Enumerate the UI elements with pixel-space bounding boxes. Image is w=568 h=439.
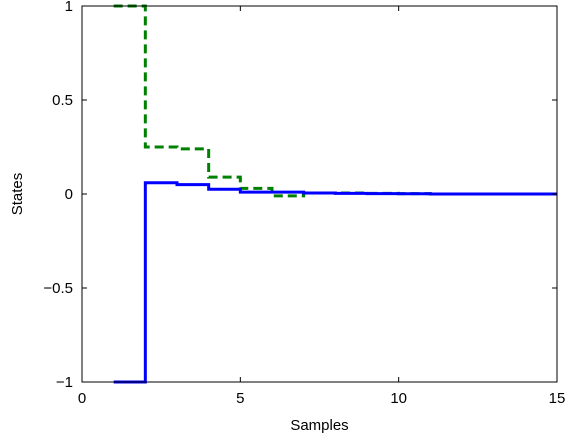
y-tick-label: 0.5: [52, 92, 73, 109]
x-tick-label: 15: [549, 390, 566, 407]
series-line-dashed: [113, 4, 557, 198]
x-tick-label: 10: [390, 390, 407, 407]
series-line-solid: [113, 181, 557, 384]
y-axis-label: States: [9, 173, 26, 216]
ticks-layer: 0 5 10 15 −1 −0.5 0 0.5 1: [43, 0, 565, 407]
x-tick-label: 0: [78, 390, 86, 407]
series-layer: [113, 4, 557, 384]
y-tick-label: −0.5: [43, 280, 73, 297]
y-tick-label: −1: [56, 374, 73, 391]
x-tick-label: 5: [236, 390, 244, 407]
y-tick-label: 0: [65, 186, 73, 203]
x-axis-label: Samples: [290, 417, 348, 434]
y-tick-label: 1: [65, 0, 73, 15]
